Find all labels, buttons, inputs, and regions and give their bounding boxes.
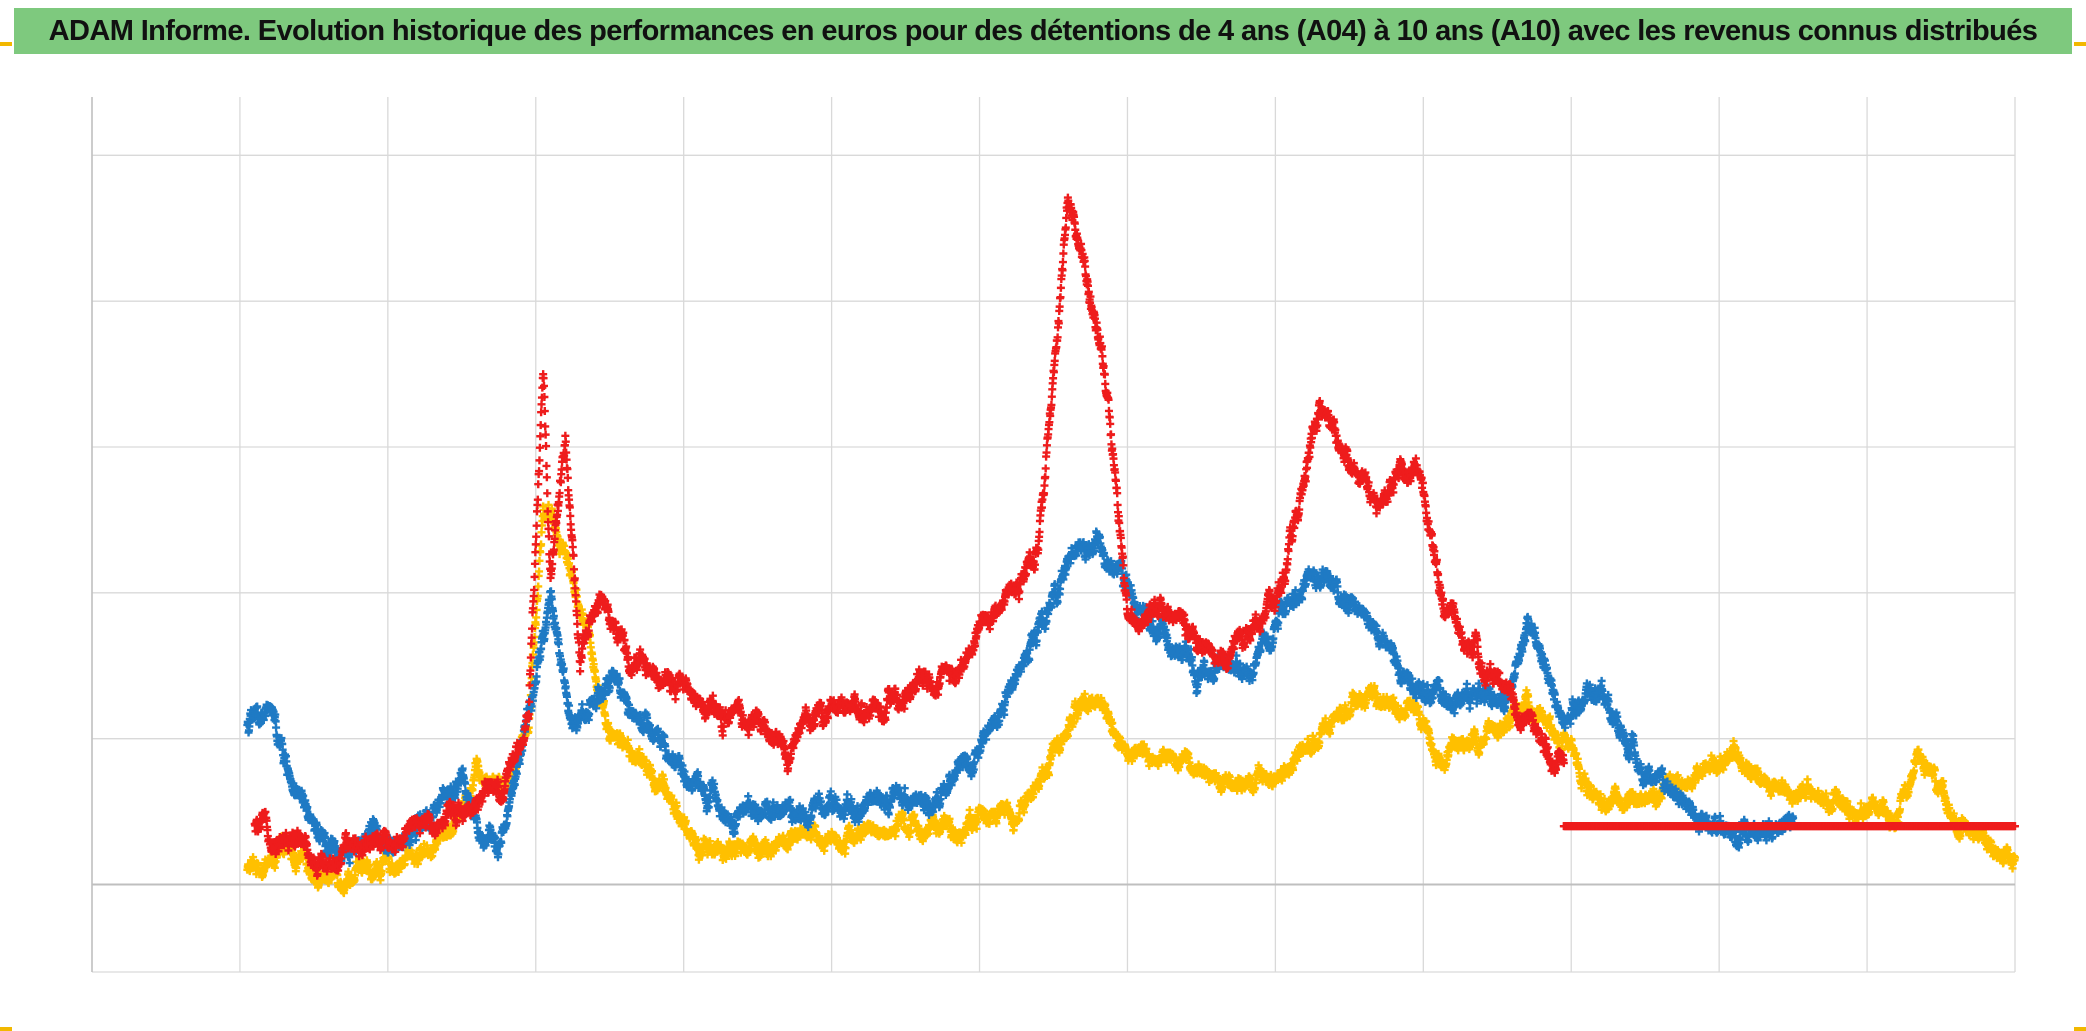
frame-corner-top-left — [0, 42, 12, 58]
data-point-blue — [272, 723, 281, 732]
grid-layer — [91, 97, 2016, 973]
data-point-yellow — [534, 582, 543, 591]
frame-corner-bottom-right — [2074, 1015, 2086, 1031]
data-point-yellow — [537, 528, 546, 537]
chart-title: ADAM Informe. Evolution historique des p… — [48, 14, 2038, 47]
data-point-yellow — [547, 504, 556, 513]
data-point-yellow — [635, 745, 644, 754]
data-point-yellow — [535, 556, 544, 565]
chart-title-bar: ADAM Informe. Evolution historique des p… — [14, 8, 2072, 54]
data-point-yellow — [532, 613, 541, 622]
frame-corner-top-right — [2074, 42, 2086, 58]
data-point-yellow — [377, 867, 386, 876]
series-layer — [243, 193, 2019, 898]
data-point-yellow — [856, 835, 865, 844]
data-point-yellow — [648, 767, 657, 776]
data-point-yellow — [535, 567, 544, 576]
data-point-yellow — [846, 826, 855, 835]
data-point-yellow — [601, 711, 610, 720]
data-point-yellow — [681, 816, 690, 825]
frame-corner-bottom-left — [0, 1015, 12, 1031]
data-point-yellow — [578, 609, 587, 618]
